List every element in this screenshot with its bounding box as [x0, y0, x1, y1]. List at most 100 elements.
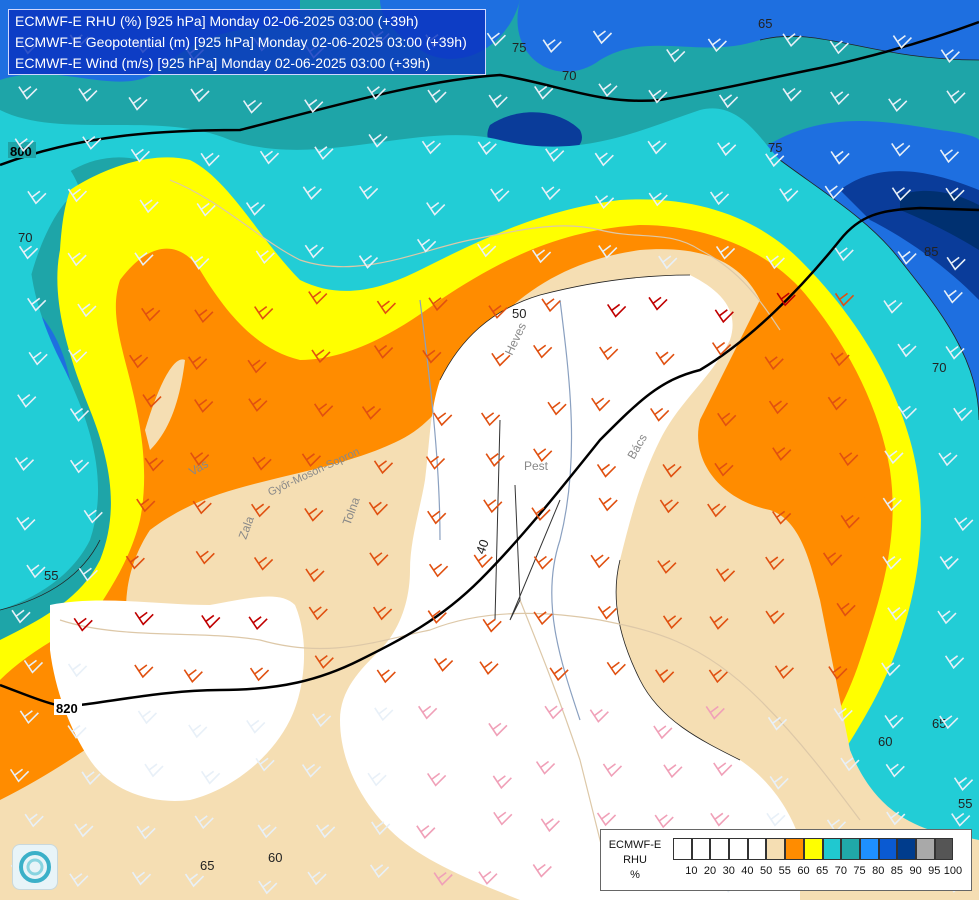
wind-barb — [666, 48, 686, 63]
wind-barb — [83, 509, 103, 524]
wind-barb — [488, 94, 508, 109]
rhu-label-85: 85 — [924, 244, 938, 259]
wind-barb — [473, 554, 493, 569]
legend-swatch — [897, 838, 916, 860]
wind-barb — [946, 90, 966, 105]
wind-barb — [67, 252, 87, 267]
wind-barb — [371, 821, 391, 836]
wind-barb — [194, 309, 214, 324]
wind-barb — [535, 760, 556, 775]
wind-barb — [764, 356, 784, 371]
rhu-label-50: 50 — [512, 306, 526, 321]
wind-barb — [833, 707, 853, 722]
wind-barb — [827, 396, 847, 411]
wind-barb — [886, 811, 906, 826]
wind-barb — [606, 303, 627, 318]
wind-barb — [488, 722, 508, 737]
geop-label-820: 820 — [56, 701, 78, 716]
wind-barb — [304, 244, 324, 259]
wind-barb — [883, 299, 903, 314]
wind-barb — [68, 349, 88, 364]
wind-barb — [765, 153, 785, 168]
legend-swatch — [766, 838, 786, 860]
wind-barb — [540, 818, 560, 833]
rhu-label-40: 40 — [473, 537, 492, 556]
rhu-label-75b: 75 — [768, 140, 782, 155]
legend-swatch — [841, 838, 860, 860]
wind-barb — [824, 185, 844, 200]
wind-barb — [311, 349, 331, 364]
wind-barb — [887, 607, 907, 621]
wind-barb — [249, 667, 270, 682]
wind-barb — [774, 665, 795, 680]
legend-model: ECMWF-E — [608, 839, 662, 851]
wind-barb — [141, 307, 161, 322]
place-pest: Pest — [524, 459, 549, 473]
wind-barb — [944, 655, 965, 670]
wind-barb — [596, 463, 617, 478]
wind-barb — [200, 770, 221, 785]
wind-barb — [531, 507, 551, 521]
legend-tick-label: 80 — [872, 865, 885, 877]
wind-barb — [594, 152, 614, 167]
wind-barb — [939, 715, 959, 730]
legend-tick-label: 40 — [741, 865, 754, 877]
wind-barb — [765, 255, 785, 270]
wind-barb — [892, 34, 913, 49]
legend-swatch — [915, 838, 935, 860]
wind-barb — [533, 344, 553, 359]
wind-barb — [134, 611, 154, 626]
rhu-40-west — [50, 596, 305, 801]
wind-barb — [830, 352, 850, 367]
wind-barb — [765, 556, 785, 571]
wind-barb — [542, 39, 562, 54]
wind-barb — [839, 452, 859, 467]
wind-barb — [376, 669, 396, 684]
rhu-90-east — [900, 190, 979, 250]
wind-barb — [834, 292, 855, 307]
wind-barb — [252, 456, 272, 471]
wind-barb — [648, 192, 668, 207]
wind-barb — [597, 605, 617, 620]
wind-barb — [897, 343, 917, 358]
wind-barb — [591, 397, 611, 412]
wind-barb — [373, 344, 394, 359]
wind-barb — [490, 188, 510, 203]
wind-barb — [766, 812, 786, 827]
legend-tick-label: 30 — [722, 865, 735, 877]
wind-barb — [190, 255, 210, 270]
swirl-icon — [19, 851, 51, 883]
wind-barb — [69, 459, 90, 474]
wind-barb — [657, 560, 677, 574]
wind-barb — [480, 412, 501, 427]
wind-barb — [18, 86, 38, 100]
wind-barb — [28, 351, 48, 366]
wind-barb — [477, 243, 497, 258]
wind-barb — [881, 662, 901, 677]
rhu-label-60a: 60 — [878, 734, 892, 749]
wind-barb — [943, 289, 963, 304]
wind-barb — [547, 401, 567, 416]
wind-barb — [768, 400, 789, 415]
wind-barb — [836, 602, 856, 617]
wind-barb — [478, 871, 498, 885]
wind-barb — [81, 771, 101, 786]
wind-barb — [532, 863, 552, 878]
wind-barb — [78, 87, 98, 102]
wind-barb — [253, 556, 274, 571]
wind-barb — [67, 724, 87, 739]
wind-barb — [715, 568, 736, 583]
wind-barb — [599, 346, 619, 361]
wind-barb — [301, 763, 322, 778]
wind-barb — [491, 352, 511, 367]
wind-barb — [190, 452, 210, 466]
wind-barb — [707, 38, 727, 53]
wind-barb — [26, 564, 46, 579]
wind-barb — [358, 185, 379, 200]
wind-barb — [658, 255, 678, 270]
rhu-contours — [0, 35, 979, 761]
wind-barb — [885, 763, 905, 778]
wind-barb — [596, 812, 617, 827]
wind-barb — [590, 554, 610, 569]
